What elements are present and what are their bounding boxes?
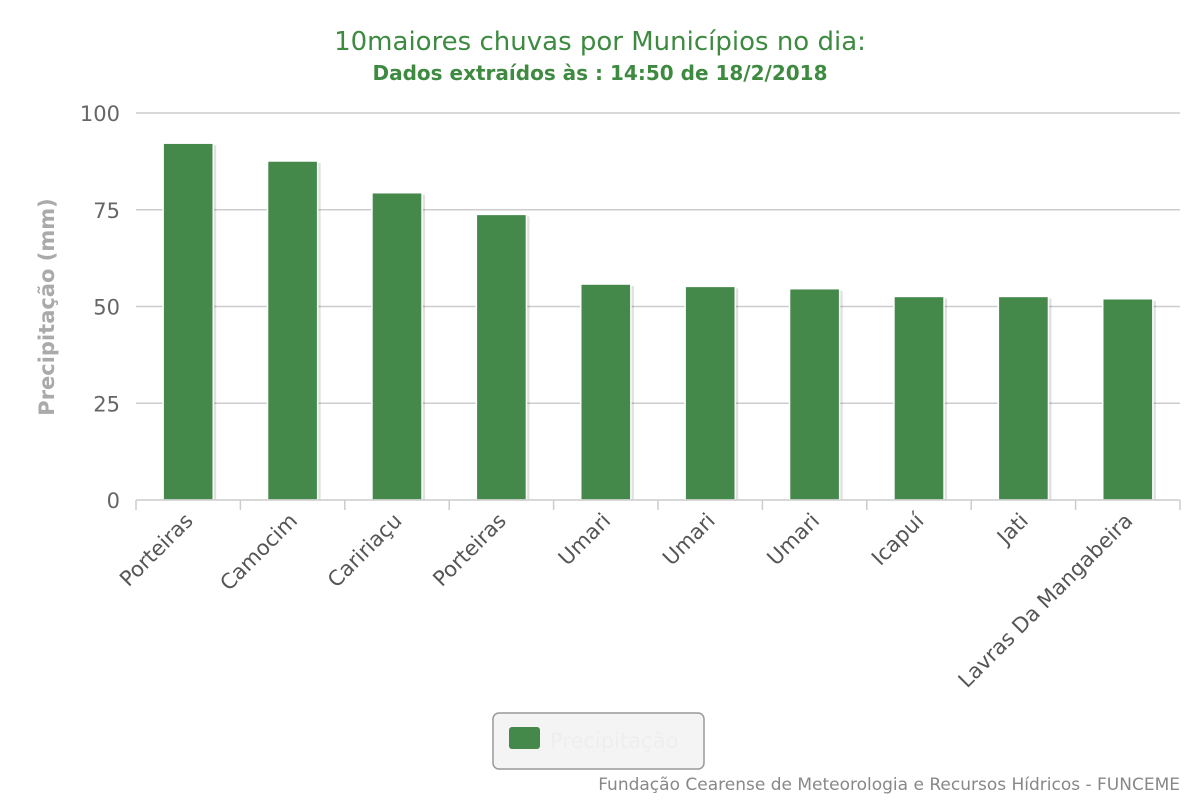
legend-box (492, 712, 705, 770)
x-tick-label: Umari (554, 509, 616, 571)
bar[interactable] (162, 142, 215, 501)
y-tick-label: 75 (93, 199, 120, 223)
chart-subtitle: Dados extraídos às : 14:50 de 18/2/2018 (373, 61, 828, 85)
y-tick-label: 0 (107, 489, 120, 513)
x-axis-labels: Porteiras Camocim Caririaçu Porteiras Umari U… (115, 508, 1137, 693)
x-tick-label: Camocim (215, 509, 302, 596)
credit-text[interactable]: Fundação Cearense de Meteorologia e Recu… (598, 775, 1180, 795)
bar[interactable] (266, 160, 319, 501)
x-tick-label: Lavras Da Mangabeira (954, 509, 1138, 693)
x-tick-label: Caririaçu (323, 509, 407, 593)
x-tick-label: Icapuí (867, 508, 929, 570)
legend-swatch (509, 727, 540, 749)
x-tick-label: Porteiras (428, 509, 511, 592)
x-tick-label: Umari (658, 509, 720, 571)
x-axis-ticks (135, 500, 1181, 510)
bar[interactable] (475, 213, 528, 501)
chart-title: 10maiores chuvas por Municípios no dia: (334, 27, 866, 57)
y-tick-label: 50 (93, 296, 120, 320)
bar[interactable] (997, 295, 1050, 501)
y-axis-label: Precipitação (mm) (35, 198, 59, 415)
x-tick-label: Jati (991, 509, 1033, 551)
legend-label[interactable]: Precipitação (550, 729, 678, 753)
legend[interactable]: Precipitação (492, 712, 705, 770)
y-tick-label: 25 (93, 392, 120, 416)
bar[interactable] (579, 283, 632, 501)
bar[interactable] (684, 285, 737, 501)
bar[interactable] (788, 287, 841, 501)
bar[interactable] (893, 295, 945, 501)
y-axis-ticks: 0 25 50 75 100 (80, 102, 120, 513)
x-tick-label: Umari (762, 509, 824, 571)
y-tick-label: 100 (80, 102, 120, 126)
x-tick-label: Porteiras (115, 509, 198, 592)
bar[interactable] (1101, 298, 1154, 501)
bar[interactable] (371, 191, 423, 501)
bars (162, 142, 1156, 501)
